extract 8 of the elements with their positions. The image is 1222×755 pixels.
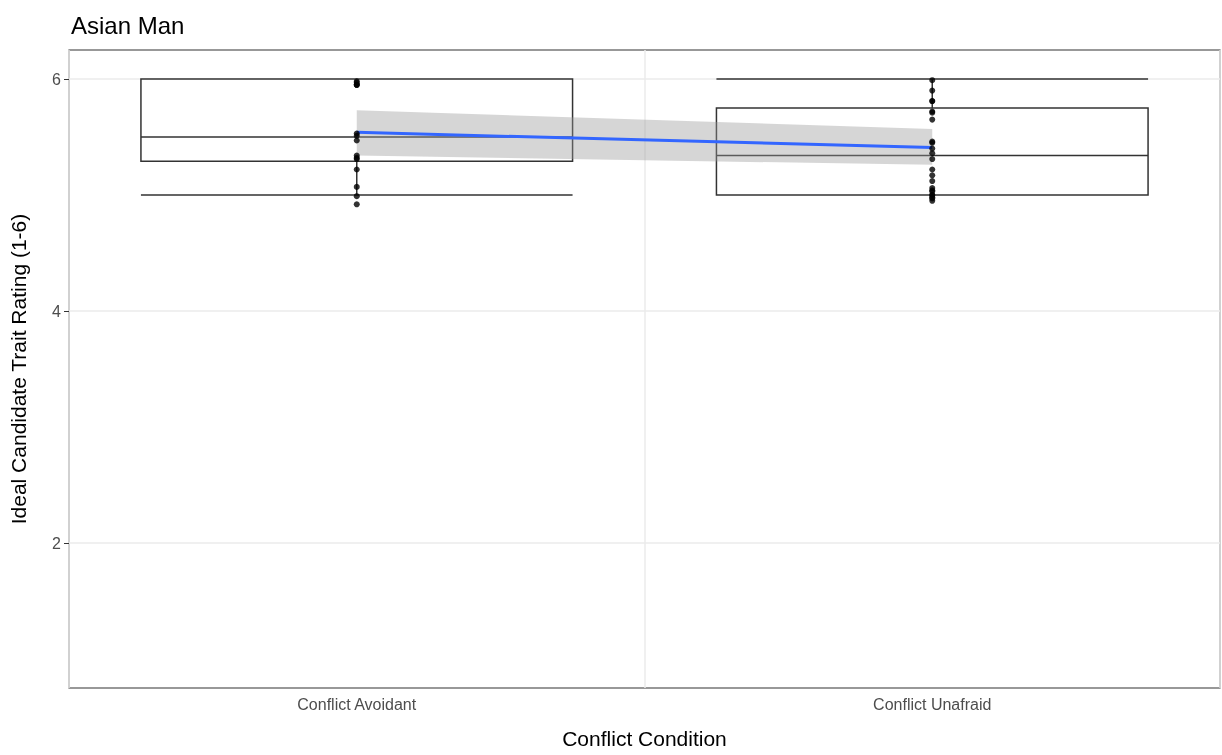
- y-tick-label: 6: [52, 70, 62, 88]
- chart-title: Asian Man: [71, 11, 185, 39]
- x-tick-label: Conflict Unafraid: [873, 695, 992, 713]
- x-axis-title: Conflict Condition: [562, 727, 727, 750]
- y-axis-title: Ideal Candidate Trait Rating (1-6): [7, 213, 30, 525]
- y-tick-label: 4: [52, 302, 62, 320]
- y-tick-label: 2: [52, 534, 62, 552]
- x-tick-label: Conflict Avoidant: [297, 695, 417, 713]
